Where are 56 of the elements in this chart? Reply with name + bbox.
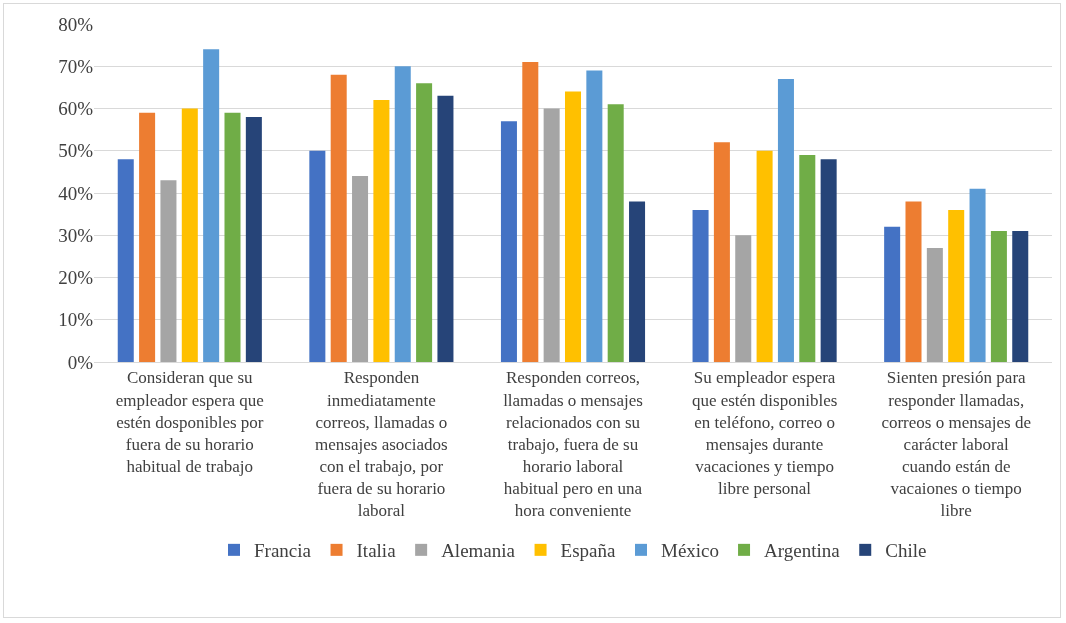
bar: [522, 62, 539, 362]
legend-label: Chile: [885, 540, 927, 562]
legend-label: Alemania: [441, 540, 516, 562]
bar: [777, 78, 794, 362]
bar: [735, 235, 752, 362]
bar: [437, 95, 454, 362]
bar: [926, 247, 943, 362]
y-tick-label: 0%: [67, 351, 94, 373]
bar: [352, 176, 369, 362]
y-tick-label: 50%: [58, 140, 94, 162]
bar: [629, 201, 646, 362]
legend-label: Italia: [356, 540, 397, 562]
bar: [203, 49, 220, 362]
bar: [948, 209, 965, 362]
legend-label: México: [660, 540, 720, 562]
bar: [394, 66, 411, 362]
y-tick-label: 70%: [58, 55, 94, 77]
bar: [905, 201, 922, 362]
bar: [607, 104, 624, 362]
y-tick-label: 30%: [58, 224, 94, 246]
bar: [309, 150, 326, 362]
bar: [692, 209, 709, 362]
x-tick-label: Su empleador espera que estén disponibles en teléfono, correo o mensajes durante vacaciones y tiempo libre personal: [691, 368, 838, 498]
bar: [330, 74, 347, 362]
bar: [416, 83, 433, 362]
bar: [245, 116, 262, 362]
y-tick-label: 60%: [58, 98, 94, 120]
y-tick-label: 80%: [58, 13, 94, 35]
bar: [586, 70, 603, 362]
bar: [756, 150, 773, 362]
y-tick-label: 10%: [58, 309, 94, 331]
bar: [160, 180, 177, 362]
bar: [1012, 231, 1029, 362]
x-tick-label: Consideran que su empleador espera que estén dosponibles por fuera de su horario habitual de trabajo: [115, 368, 264, 476]
bar: [543, 108, 560, 362]
bar: [500, 121, 517, 362]
x-tick-label: Responden correos, llamadas o mensajes relacionados con su trabajo, fuera de su horario laboral habitual pero en una hora conveniente: [503, 368, 643, 520]
bar: [820, 159, 837, 362]
bar: [884, 226, 901, 362]
legend-label: Argentina: [764, 540, 841, 562]
bar: [713, 142, 730, 362]
bar: [139, 112, 156, 362]
bar: [373, 100, 390, 362]
bar: [181, 108, 198, 362]
x-tick-label: Sienten presión para responder llamadas, correos o mensajes de carácter laboral cuando están de vacaiones o tiempo libre: [881, 368, 1032, 520]
bar: [969, 188, 986, 362]
bar: [117, 159, 134, 362]
y-tick-label: 40%: [58, 182, 94, 204]
bar: [990, 231, 1007, 362]
bar: [564, 91, 582, 362]
y-tick-label: 20%: [58, 267, 94, 289]
bar: [224, 112, 241, 362]
x-tick-label: Responden inmediatamente correos, llamadas o mensajes asociados con el trabajo, por fuera de su horario laboral: [315, 368, 448, 520]
legend-label: Francia: [254, 540, 312, 562]
bar: [799, 154, 816, 362]
legend-label: España: [560, 540, 616, 562]
